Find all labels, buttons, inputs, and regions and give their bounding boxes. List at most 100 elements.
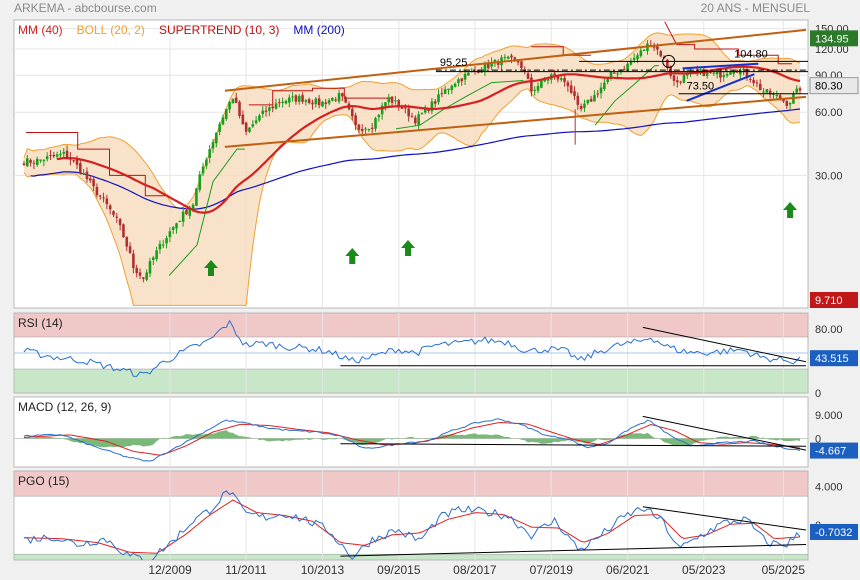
candle-body bbox=[39, 159, 42, 161]
candle-body bbox=[414, 117, 417, 124]
indicator-plot bbox=[14, 313, 808, 393]
candle-body bbox=[725, 74, 729, 76]
candle-body bbox=[251, 124, 255, 127]
candle-body bbox=[589, 98, 593, 102]
supertrend-line bbox=[25, 132, 166, 197]
candle-body bbox=[520, 61, 523, 69]
candle-body bbox=[629, 61, 633, 65]
candle-body bbox=[450, 85, 454, 91]
candle-body bbox=[161, 244, 165, 246]
candle-body bbox=[98, 195, 102, 197]
candle-body bbox=[55, 154, 59, 157]
candle-body bbox=[656, 46, 659, 50]
candle-body bbox=[85, 171, 89, 180]
x-tick-label: 11/2011 bbox=[225, 563, 267, 577]
candle-body bbox=[155, 250, 158, 260]
candle-body bbox=[437, 94, 440, 103]
candle-body bbox=[493, 59, 497, 62]
candle-body bbox=[397, 100, 401, 108]
candle-body bbox=[659, 51, 663, 57]
candle-body bbox=[672, 75, 676, 81]
candle-body bbox=[742, 68, 745, 70]
candle-body bbox=[632, 57, 636, 60]
candle-body bbox=[420, 112, 424, 114]
macd-histogram bbox=[23, 430, 801, 448]
candle-body bbox=[132, 253, 135, 269]
candle-body bbox=[387, 97, 391, 103]
candle-body bbox=[530, 77, 533, 92]
level-label: 73.50 bbox=[687, 81, 715, 93]
candle-body bbox=[745, 69, 749, 78]
candle-body bbox=[626, 63, 629, 72]
candle-body bbox=[417, 114, 420, 125]
supertrend-line bbox=[594, 65, 659, 126]
legend-item: BOLL (20, 2) bbox=[77, 23, 145, 37]
x-tick-label: 06/2021 bbox=[606, 563, 650, 577]
candle-body bbox=[523, 69, 527, 73]
candle-body bbox=[122, 224, 125, 238]
candle-body bbox=[198, 174, 202, 190]
candle-body bbox=[798, 88, 802, 91]
candle-body bbox=[224, 108, 228, 119]
candle-body bbox=[264, 110, 268, 112]
candle-body bbox=[281, 101, 284, 103]
value-badge-text: 43.515 bbox=[815, 353, 849, 365]
trendline bbox=[686, 73, 755, 102]
candle-body bbox=[676, 80, 679, 83]
buy-arrow bbox=[345, 248, 360, 264]
indicator-trendline bbox=[642, 506, 807, 531]
candle-body bbox=[151, 257, 155, 260]
legend-item: SUPERTREND (10, 3) bbox=[159, 23, 279, 37]
candle-body bbox=[599, 87, 603, 94]
buy-arrow bbox=[401, 240, 416, 256]
candle-body bbox=[370, 127, 374, 129]
candle-body bbox=[503, 57, 507, 59]
chart-period-label: 20 ANS - MENSUEL bbox=[700, 1, 810, 15]
candle-body bbox=[596, 93, 600, 95]
candle-body bbox=[384, 102, 387, 107]
level-label: 95.25 bbox=[440, 57, 468, 69]
candle-body bbox=[254, 120, 258, 123]
candle-body bbox=[49, 155, 52, 157]
candle-body bbox=[526, 73, 530, 80]
candle-body bbox=[473, 70, 477, 72]
candle-body bbox=[158, 243, 162, 250]
candle-body bbox=[211, 142, 215, 149]
y-tick-label: 80.00 bbox=[815, 324, 843, 336]
candle-body bbox=[394, 100, 397, 102]
indicator-trendline bbox=[340, 443, 807, 447]
candle-body bbox=[175, 223, 178, 229]
candle-body bbox=[341, 93, 344, 97]
candle-body bbox=[669, 66, 672, 76]
candle-body bbox=[238, 101, 241, 117]
indicator-title: RSI (14) bbox=[18, 316, 63, 330]
candle-body bbox=[576, 95, 580, 105]
rsi-line bbox=[23, 319, 801, 377]
candle-body bbox=[284, 100, 288, 104]
candle-body bbox=[92, 179, 95, 187]
candle-body bbox=[407, 108, 410, 117]
candle-body bbox=[327, 100, 331, 104]
candle-body bbox=[453, 83, 457, 87]
indicator-trendline bbox=[340, 544, 807, 557]
candle-body bbox=[191, 204, 195, 210]
candle-body bbox=[188, 208, 192, 216]
x-tick-label: 12/2009 bbox=[148, 563, 192, 577]
value-badge bbox=[810, 292, 858, 308]
candle-body bbox=[752, 79, 755, 84]
value-badge-text: 80.30 bbox=[815, 81, 843, 93]
candle-body bbox=[712, 72, 716, 74]
candle-body bbox=[142, 277, 145, 279]
candle-body bbox=[360, 129, 364, 132]
candle-body bbox=[317, 98, 321, 106]
candle-body bbox=[374, 118, 377, 129]
candle-body bbox=[75, 159, 79, 165]
candle-body bbox=[344, 97, 347, 103]
candle-body bbox=[171, 227, 175, 230]
indicator-plot bbox=[14, 471, 808, 560]
candle-body bbox=[294, 95, 298, 102]
candle-body bbox=[748, 79, 752, 81]
candle-body bbox=[354, 115, 357, 126]
candle-body bbox=[533, 89, 537, 91]
candle-body bbox=[278, 102, 281, 104]
